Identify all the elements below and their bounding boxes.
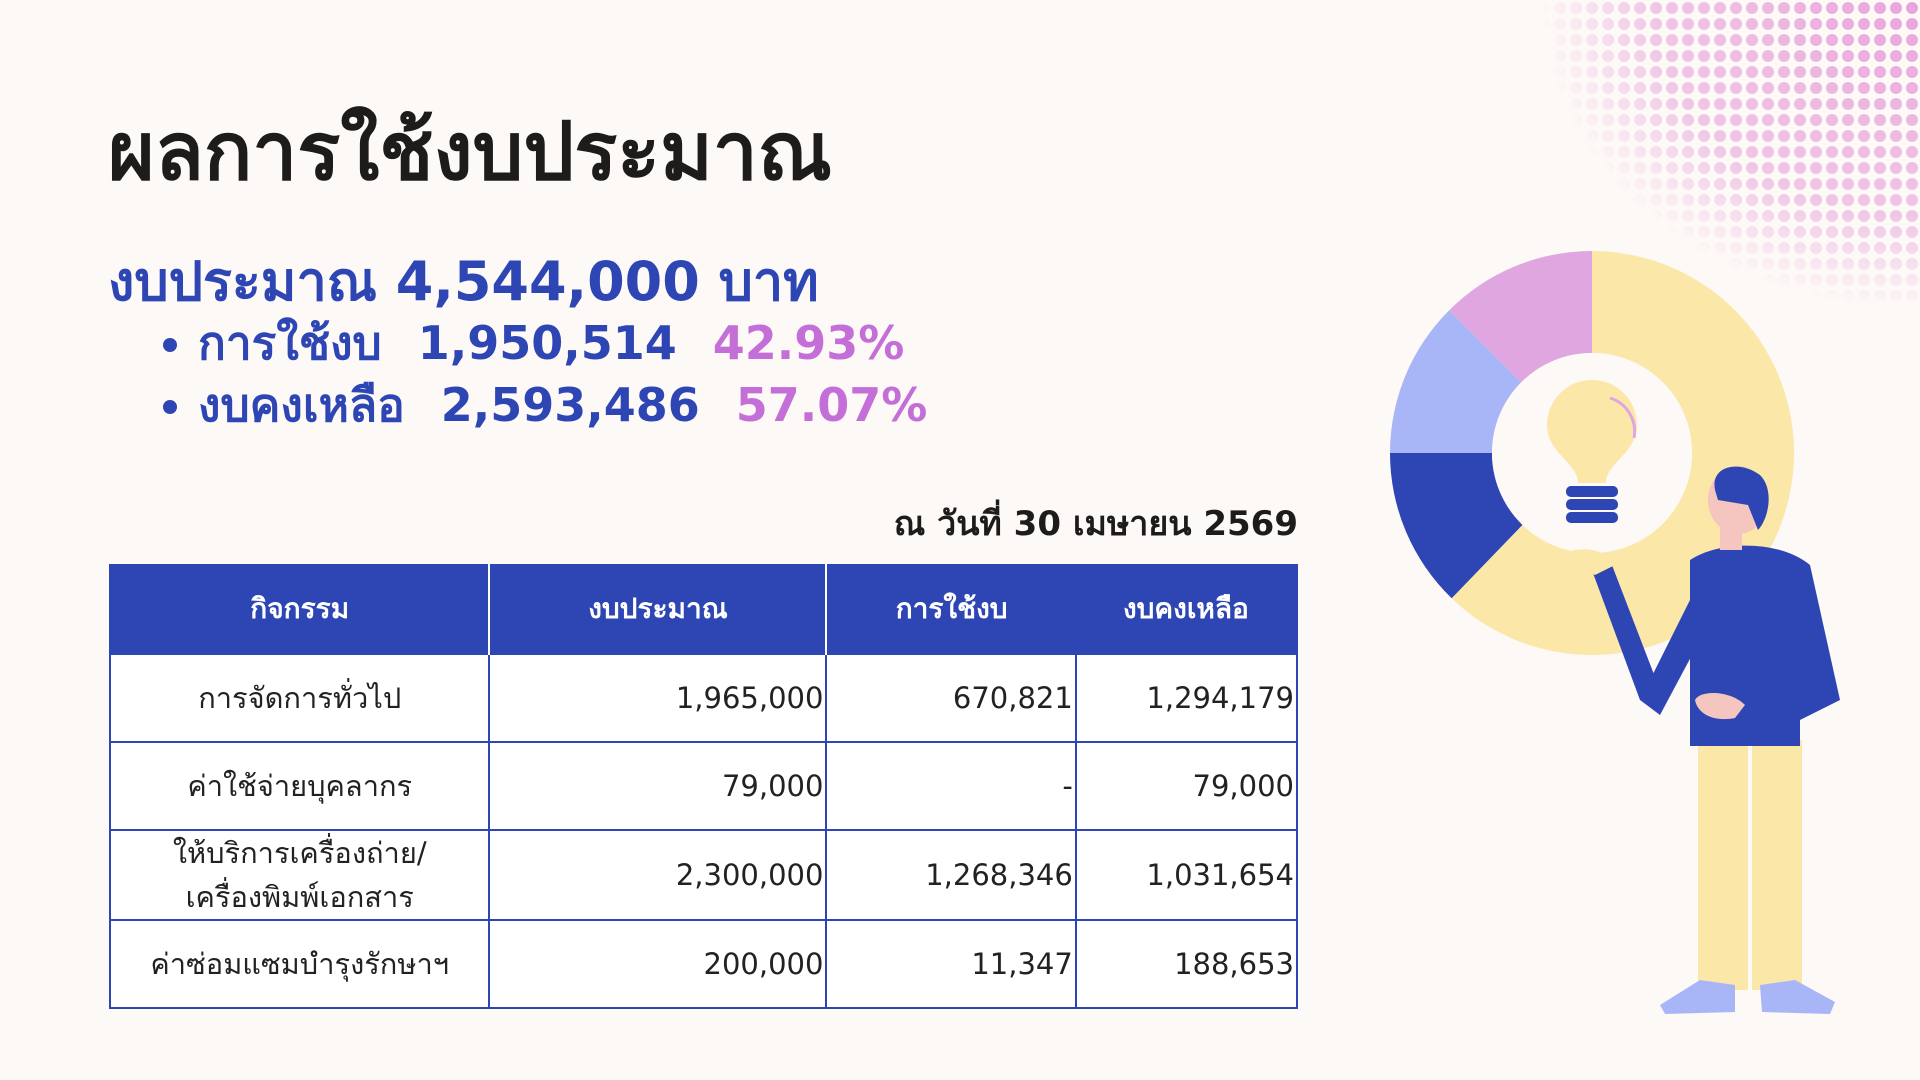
header-cell: กิจกรรม (108, 564, 490, 654)
summary-item: การใช้งบ 1,950,514 42.93% (198, 312, 963, 374)
table-row: ค่าซ่อมแซมบำรุงรักษาฯ 200,000 11,347 188,65… (108, 919, 1299, 1009)
header-cell: งบคงเหลือ (1075, 564, 1299, 654)
table-cell: 11,347 (825, 919, 1077, 1009)
budget-total: งบประมาณ 4,544,000 บาท (108, 250, 819, 313)
table-cell: 1,268,346 (825, 829, 1077, 921)
table-cell: 200,000 (488, 919, 828, 1009)
table-cell: 1,965,000 (488, 653, 828, 743)
summary-item: งบคงเหลือ 2,593,486 57.07% (198, 374, 963, 436)
table-cell: 1,031,654 (1074, 829, 1299, 921)
person-illustration (1560, 466, 1840, 1014)
item-amount: 1,950,514 (417, 316, 677, 370)
table-row: ค่าใช้จ่ายบุคลากร 79,000-79,000 (108, 741, 1299, 831)
table-cell: 670,821 (825, 653, 1077, 743)
item-amount: 2,593,486 (440, 378, 700, 432)
table-cell: 2,300,000 (488, 829, 828, 921)
table-cell: การจัดการทั่วไป (108, 653, 491, 743)
header-cell: การใช้งบ (825, 564, 1076, 654)
title: ผลการใช้งบประมาณ (108, 105, 833, 198)
table-cell: ค่าใช้จ่ายบุคลากร (108, 741, 491, 831)
table-cell: 79,000 (1074, 741, 1299, 831)
table-cell: 1,294,179 (1074, 653, 1299, 743)
table-cell: 188,653 (1074, 919, 1299, 1009)
summary-list: การใช้งบ 1,950,514 42.93% งบคงเหลือ 2,593,48… (150, 312, 963, 436)
item-label: งบคงเหลือ (198, 378, 405, 432)
table-row: การจัดการทั่วไป 1,965,000 670,821 1,294,179 (108, 653, 1299, 743)
table-cell: ให้บริการเครื่องถ่าย/ เครื่องพิมพ์เอกสาร (108, 829, 491, 921)
table-cell: - (825, 741, 1077, 831)
header-cell: งบประมาณ (488, 564, 827, 654)
header-row: กิจกรรม งบประมาณ การใช้งบ งบคงเหลือ (108, 564, 1299, 654)
date: ณ วันที่ 30 เมษายน 2569 (893, 504, 1298, 544)
table-cell: ค่าซ่อมแซมบำรุงรักษาฯ (108, 919, 491, 1009)
item-label: การใช้งบ (198, 316, 382, 370)
budget-table: กิจกรรม งบประมาณ การใช้งบ งบคงเหลือ การจัดก… (108, 564, 1299, 1009)
table-row: ให้บริการเครื่องถ่าย/ เครื่องพิมพ์เอกสาร… (108, 829, 1299, 921)
item-percent: 42.93% (712, 316, 905, 370)
item-percent: 57.07% (735, 378, 928, 432)
table-cell: 79,000 (488, 741, 828, 831)
